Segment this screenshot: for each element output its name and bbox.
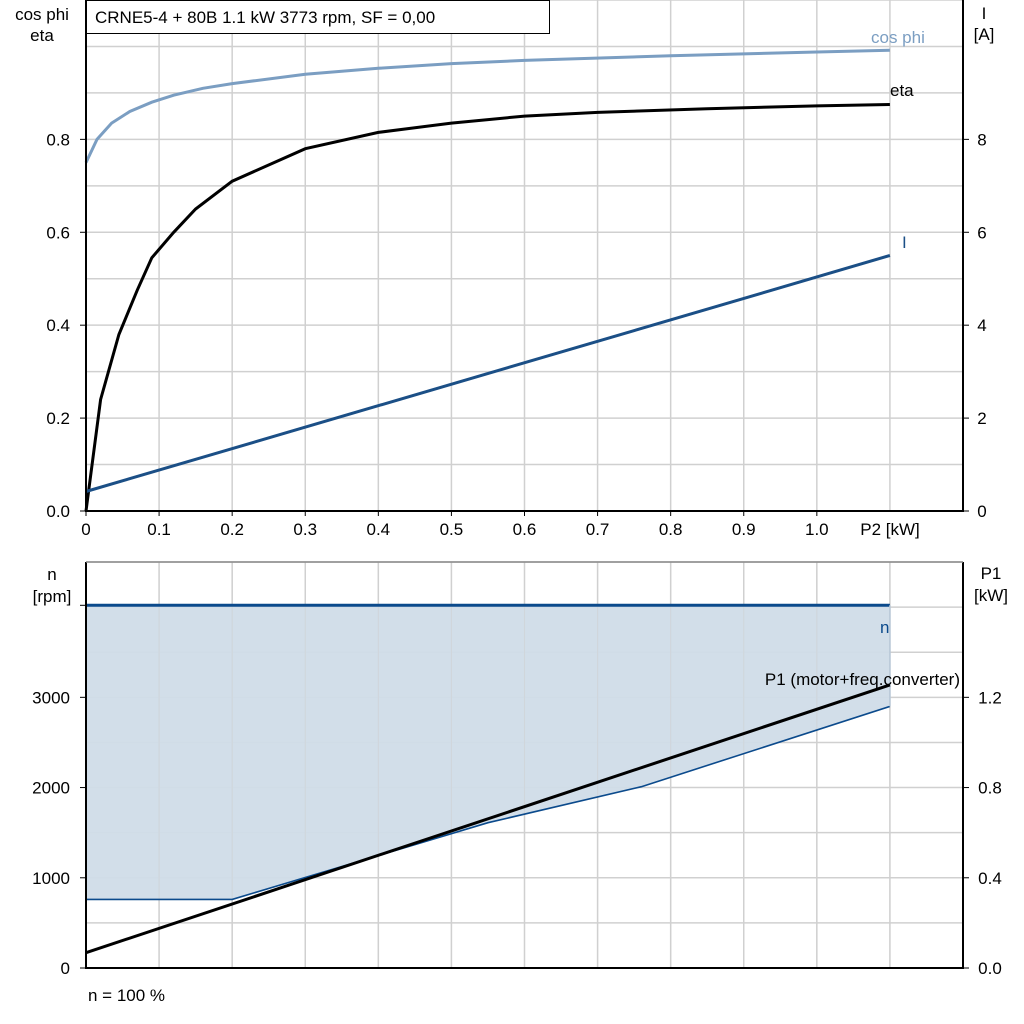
x-tick-label: 0.5 [440, 520, 464, 539]
y-tick-label-left: 0 [61, 959, 70, 978]
y-tick-label-left: 0.2 [46, 409, 70, 428]
y-axis-label-right: [A] [974, 25, 995, 44]
speed-min-line [86, 705, 891, 901]
y-axis-label-right: [kW] [974, 586, 1008, 605]
x-tick-label: 0.1 [147, 520, 171, 539]
x-tick-label: 0.8 [659, 520, 683, 539]
y-axis-label-right: I [982, 4, 987, 23]
title-box [86, 0, 550, 34]
y-tick-label-right: 4 [977, 316, 986, 335]
x-tick-label: 0.4 [367, 520, 391, 539]
x-tick-label: 0.2 [220, 520, 244, 539]
x-tick-label: 0.7 [586, 520, 610, 539]
x-tick-label: 0 [81, 520, 90, 539]
x-axis-label: P2 [kW] [860, 520, 920, 539]
series-label-p1: P1 (motor+freq.converter) [765, 670, 960, 689]
p1-curve [85, 683, 891, 955]
y-tick-label-right: 1.2 [978, 688, 1002, 707]
y-axis-label-left: n [47, 565, 56, 584]
x-tick-label: 0.6 [513, 520, 537, 539]
y-tick-label-right: 0.0 [978, 959, 1002, 978]
series-label-cos-phi: cos phi [871, 28, 925, 47]
x-tick-label: 0.9 [732, 520, 756, 539]
y-tick-label-left: 0.6 [46, 223, 70, 242]
speed-note: n = 100 % [88, 986, 165, 1005]
y-tick-label-left: 2000 [32, 779, 70, 798]
y-axis-label-left: cos phi [15, 5, 69, 24]
x-tick-label: 0.3 [293, 520, 317, 539]
cos-phi-curve [84, 48, 890, 164]
series-label-current: I [902, 233, 907, 252]
x-tick-label: 1.0 [805, 520, 829, 539]
current-curve [85, 254, 891, 493]
y-tick-label-right: 6 [977, 223, 986, 242]
eta-curve [84, 103, 890, 512]
series-label-n: n [880, 618, 889, 637]
y-tick-label-left: 3000 [32, 688, 70, 707]
y-axis-label-left: eta [30, 26, 54, 45]
speed-range-area [86, 605, 890, 900]
y-tick-label-left: 1000 [32, 869, 70, 888]
y-axis-label-right: P1 [981, 564, 1002, 583]
chart-title: CRNE5-4 + 80B 1.1 kW 3773 rpm, SF = 0,00 [95, 8, 435, 27]
y-tick-label-left: 0.4 [46, 316, 70, 335]
y-tick-label-left: 0.0 [46, 502, 70, 521]
y-tick-label-right: 0.8 [978, 779, 1002, 798]
y-tick-label-left: 0.8 [46, 130, 70, 149]
y-axis-label-left: [rpm] [33, 587, 72, 606]
y-tick-label-right: 0 [977, 502, 986, 521]
series-label-eta: eta [890, 81, 914, 100]
y-tick-label-right: 8 [977, 130, 986, 149]
y-tick-label-right: 0.4 [978, 869, 1002, 888]
y-tick-label-right: 2 [977, 409, 986, 428]
